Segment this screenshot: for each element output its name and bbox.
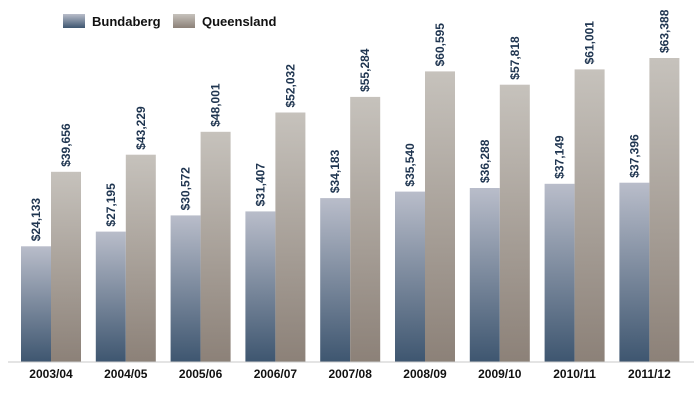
value-label-bundaberg-2010-11: $37,149 (553, 135, 567, 179)
value-label-queensland-2007-08: $55,284 (358, 48, 372, 92)
value-label-bundaberg-2004-05: $27,195 (104, 183, 118, 227)
bar-bundaberg-2003-04 (21, 246, 51, 362)
category-label: 2009/10 (478, 367, 522, 381)
value-label-group: $24,133 $39,656 $27,195 $43,229 $30,572 $48,0… (29, 9, 671, 241)
bar-queensland-2011-12 (649, 58, 680, 362)
bar-bundaberg-2009-10 (469, 188, 500, 362)
value-label-queensland-2006-07: $52,032 (283, 64, 297, 108)
bar-bundaberg-2004-05 (95, 231, 126, 362)
value-label-bundaberg-2006-07: $31,407 (253, 163, 267, 207)
bar-queensland-2004-05 (125, 154, 156, 362)
category-label: 2005/06 (179, 367, 223, 381)
bar-bundaberg-2005-06 (170, 215, 201, 362)
value-label-bundaberg-2005-06: $30,572 (179, 167, 193, 211)
value-label-bundaberg-2007-08: $34,183 (328, 149, 342, 193)
legend-label-queensland: Queensland (202, 14, 276, 29)
legend-swatch-bundaberg (63, 14, 85, 28)
category-label: 2006/07 (254, 367, 298, 381)
value-label-queensland-2011-12: $63,388 (657, 9, 671, 53)
bar-queensland-2005-06 (200, 131, 231, 362)
bar-bundaberg-2010-11 (544, 183, 575, 362)
bar-bundaberg-2011-12 (619, 182, 650, 362)
category-label: 2004/05 (104, 367, 148, 381)
category-label: 2007/08 (329, 367, 373, 381)
value-label-queensland-2009-10: $57,818 (508, 36, 522, 80)
bar-queensland-2007-08 (350, 96, 381, 363)
bar-queensland-2008-09 (425, 71, 455, 363)
value-label-bundaberg-2011-12: $37,396 (627, 134, 641, 178)
legend-label-bundaberg: Bundaberg (92, 14, 161, 29)
category-label: 2010/11 (553, 367, 596, 381)
value-label-queensland-2005-06: $48,001 (209, 83, 223, 127)
value-label-bundaberg-2009-10: $36,288 (478, 139, 492, 183)
bar-bundaberg-2008-09 (395, 191, 425, 362)
bar-queensland-2006-07 (275, 112, 306, 362)
category-label-group: 2003/04 2004/05 2005/06 2006/07 2007/08 2008/… (29, 367, 671, 381)
bar-queensland-2010-11 (574, 69, 605, 363)
bar-group (21, 58, 680, 363)
value-label-bundaberg-2008-09: $35,540 (403, 143, 417, 187)
bar-bundaberg-2006-07 (245, 211, 276, 362)
category-label: 2003/04 (29, 367, 73, 381)
category-label: 2008/09 (403, 367, 447, 381)
bar-bundaberg-2007-08 (320, 198, 351, 362)
legend-swatch-queensland (173, 14, 195, 28)
category-label: 2011/12 (628, 367, 671, 381)
value-label-queensland-2008-09: $60,595 (433, 23, 447, 67)
value-label-bundaberg-2003-04: $24,133 (29, 198, 43, 242)
bar-queensland-2003-04 (51, 171, 81, 362)
legend: Bundaberg Queensland (63, 14, 276, 29)
value-label-queensland-2010-11: $61,001 (583, 21, 597, 65)
bar-queensland-2009-10 (499, 84, 530, 362)
value-label-queensland-2003-04: $39,656 (59, 123, 73, 167)
value-label-queensland-2004-05: $43,229 (134, 106, 148, 150)
